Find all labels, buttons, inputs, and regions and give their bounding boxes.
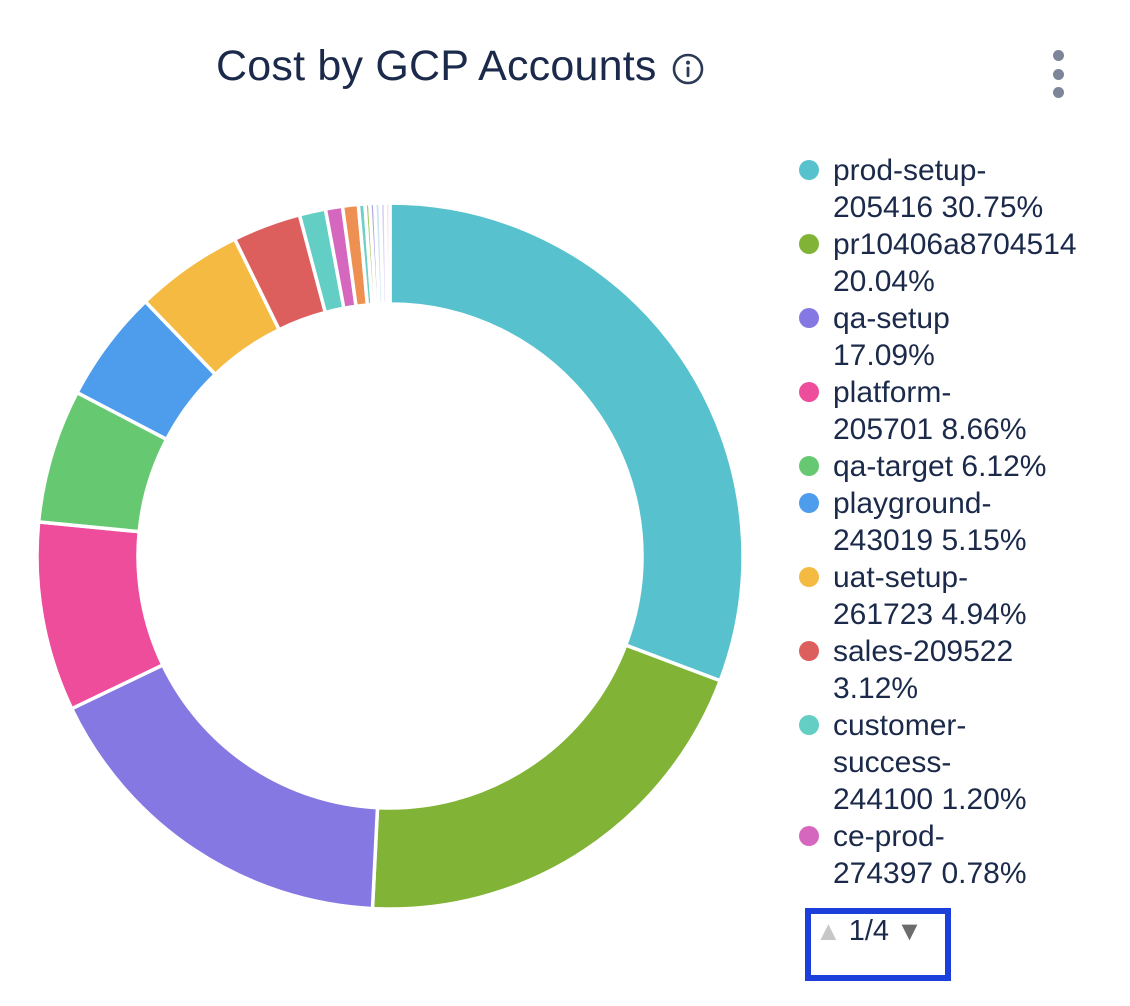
donut-chart[interactable] [34,200,746,912]
legend-item-pr10406a8704514[interactable]: pr10406a8704514 20.04% [799,226,1130,300]
kebab-menu-button[interactable] [1050,50,1066,98]
page-indicator: 1/4 [848,915,890,947]
legend-label: customer-success- 244100 1.20% [833,709,1027,816]
legend-item-playground-243019[interactable]: playground- 243019 5.15% [799,485,1130,559]
pie-slice-pr10406a8704514[interactable] [370,642,723,911]
legend-item-platform-205701[interactable]: platform- 205701 8.66% [799,374,1130,448]
highlight-box: ▲ 1/4 ▼ [805,908,951,981]
donut-chart-area [34,200,746,912]
legend-color-dot [799,493,819,513]
kebab-dot [1052,50,1064,61]
pie-slice-qa-setup[interactable] [69,662,380,911]
chart-legend: prod-setup- 205416 30.75% pr10406a8704514 2… [799,152,1130,885]
page-down-button[interactable]: ▼ [896,916,923,946]
legend-item-qa-target[interactable]: qa-target 6.12% [799,448,1130,485]
kebab-dot [1052,87,1064,98]
legend-item-sales-209522[interactable]: sales-209522 3.12% [799,633,1130,707]
legend-color-dot [799,567,819,587]
legend-item-uat-setup-261723[interactable]: uat-setup- 261723 4.94% [799,559,1130,633]
legend-item-ce-prod-274397[interactable]: ce-prod- 274397 0.78% [799,818,1130,885]
legend-color-dot [799,382,819,402]
legend-item-prod-setup-205416[interactable]: prod-setup- 205416 30.75% [799,152,1130,226]
kebab-dot [1052,68,1064,80]
legend-label: playground- 243019 5.15% [833,487,1027,557]
legend-label: qa-target 6.12% [833,450,1047,483]
legend-pagination: ▲ 1/4 ▼ [811,914,945,947]
legend-label: ce-prod- 274397 0.78% [833,820,1027,885]
legend-label: qa-setup 17.09% [833,302,950,372]
page-title: Cost by GCP Accounts [216,42,657,90]
legend-label: sales-209522 3.12% [833,635,1014,705]
legend-label: prod-setup- 205416 30.75% [833,154,1044,224]
legend-item-customer-success-244100[interactable]: customer-success- 244100 1.20% [799,707,1130,818]
legend-label: platform- 205701 8.66% [833,376,1027,446]
info-icon[interactable] [671,52,705,86]
legend-color-dot [799,456,819,476]
chart-header: Cost by GCP Accounts [216,42,705,91]
legend-item-qa-setup[interactable]: qa-setup 17.09% [799,300,1130,374]
legend-label: pr10406a8704514 20.04% [833,228,1077,298]
legend-color-dot [799,641,819,661]
legend-color-dot [799,234,819,254]
pie-slice-prod-setup-205416[interactable] [388,201,745,684]
legend-color-dot [799,826,819,846]
legend-color-dot [799,160,819,180]
legend-color-dot [799,308,819,328]
page-up-button[interactable]: ▲ [815,916,842,946]
legend-label: uat-setup- 261723 4.94% [833,561,1027,631]
legend-color-dot [799,715,819,735]
pie-slice-unlabeled (legend page 2-4)[interactable] [383,201,392,306]
